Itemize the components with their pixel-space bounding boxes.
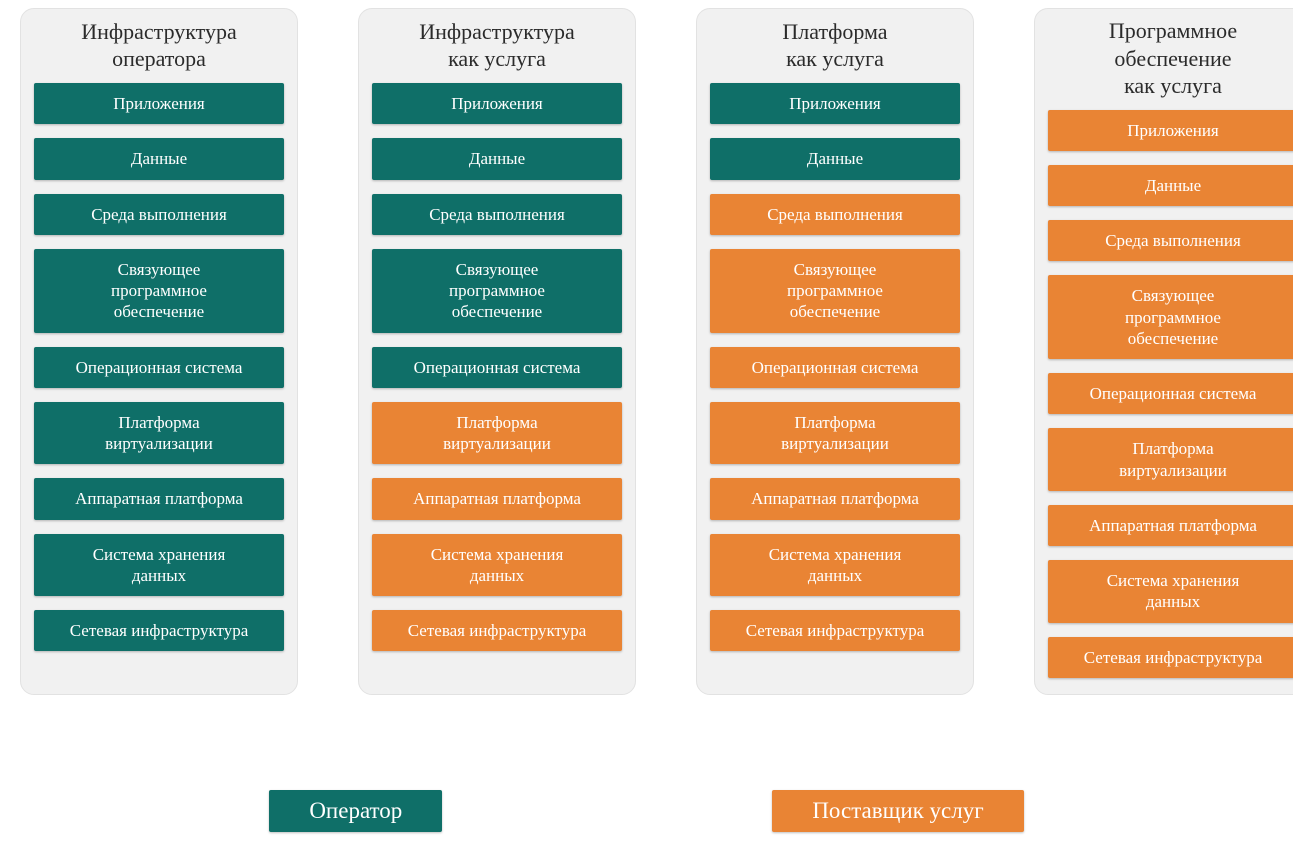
- column-title: Платформа как услуга: [782, 17, 887, 73]
- column-paas: Платформа как услуга Приложения Данные С…: [696, 8, 974, 695]
- column-iaas: Инфраструктура как услуга Приложения Дан…: [358, 8, 636, 695]
- layer-os: Операционная система: [34, 347, 284, 388]
- column-title: Программное обеспечение как услуга: [1109, 17, 1237, 100]
- legend-provider: Поставщик услуг: [772, 790, 1023, 832]
- layer-os: Операционная система: [372, 347, 622, 388]
- layer-virtualization: Платформа виртуализации: [34, 402, 284, 465]
- layer-storage: Система хранения данных: [34, 534, 284, 597]
- layer-storage: Система хранения данных: [710, 534, 960, 597]
- layer-data: Данные: [1048, 165, 1293, 206]
- column-saas: Программное обеспечение как услуга Прило…: [1034, 8, 1293, 695]
- layer-hardware: Аппаратная платформа: [34, 478, 284, 519]
- column-title: Инфраструктура оператора: [81, 17, 237, 73]
- layer-storage: Система хранения данных: [1048, 560, 1293, 623]
- layer-network: Сетевая инфраструктура: [710, 610, 960, 651]
- layer-storage: Система хранения данных: [372, 534, 622, 597]
- layer-virtualization: Платформа виртуализации: [372, 402, 622, 465]
- layer-applications: Приложения: [372, 83, 622, 124]
- layer-network: Сетевая инфраструктура: [372, 610, 622, 651]
- layer-virtualization: Платформа виртуализации: [710, 402, 960, 465]
- column-title: Инфраструктура как услуга: [419, 17, 575, 73]
- layer-data: Данные: [372, 138, 622, 179]
- column-operator-infrastructure: Инфраструктура оператора Приложения Данн…: [20, 8, 298, 695]
- layer-applications: Приложения: [710, 83, 960, 124]
- layer-os: Операционная система: [1048, 373, 1293, 414]
- legend: Оператор Поставщик услуг: [0, 790, 1293, 832]
- layer-applications: Приложения: [34, 83, 284, 124]
- layer-middleware: Связующее программное обеспечение: [372, 249, 622, 333]
- layer-middleware: Связующее программное обеспечение: [1048, 275, 1293, 359]
- legend-operator: Оператор: [269, 790, 442, 832]
- columns-container: Инфраструктура оператора Приложения Данн…: [0, 0, 1293, 695]
- layer-middleware: Связующее программное обеспечение: [34, 249, 284, 333]
- layer-runtime: Среда выполнения: [1048, 220, 1293, 261]
- layer-os: Операционная система: [710, 347, 960, 388]
- layer-runtime: Среда выполнения: [710, 194, 960, 235]
- layer-network: Сетевая инфраструктура: [34, 610, 284, 651]
- layer-hardware: Аппаратная платформа: [710, 478, 960, 519]
- layer-hardware: Аппаратная платформа: [1048, 505, 1293, 546]
- layer-hardware: Аппаратная платформа: [372, 478, 622, 519]
- layer-data: Данные: [34, 138, 284, 179]
- layer-virtualization: Платформа виртуализации: [1048, 428, 1293, 491]
- layer-runtime: Среда выполнения: [34, 194, 284, 235]
- layer-network: Сетевая инфраструктура: [1048, 637, 1293, 678]
- layer-middleware: Связующее программное обеспечение: [710, 249, 960, 333]
- layer-data: Данные: [710, 138, 960, 179]
- layer-applications: Приложения: [1048, 110, 1293, 151]
- layer-runtime: Среда выполнения: [372, 194, 622, 235]
